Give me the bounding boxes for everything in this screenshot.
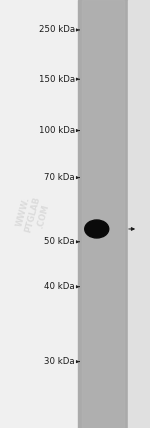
Text: 70 kDa: 70 kDa: [44, 173, 75, 182]
Bar: [128, 0, 150, 428]
Text: 250 kDa: 250 kDa: [39, 25, 75, 35]
Bar: [78, 0, 128, 428]
Text: 30 kDa: 30 kDa: [44, 357, 75, 366]
Text: 40 kDa: 40 kDa: [44, 282, 75, 291]
Ellipse shape: [85, 220, 109, 238]
Text: WWW.
PTGLAB
.COM: WWW. PTGLAB .COM: [14, 192, 52, 236]
Text: 100 kDa: 100 kDa: [39, 126, 75, 135]
Text: 150 kDa: 150 kDa: [39, 74, 75, 84]
Text: 50 kDa: 50 kDa: [44, 237, 75, 247]
Bar: [82, 0, 124, 428]
